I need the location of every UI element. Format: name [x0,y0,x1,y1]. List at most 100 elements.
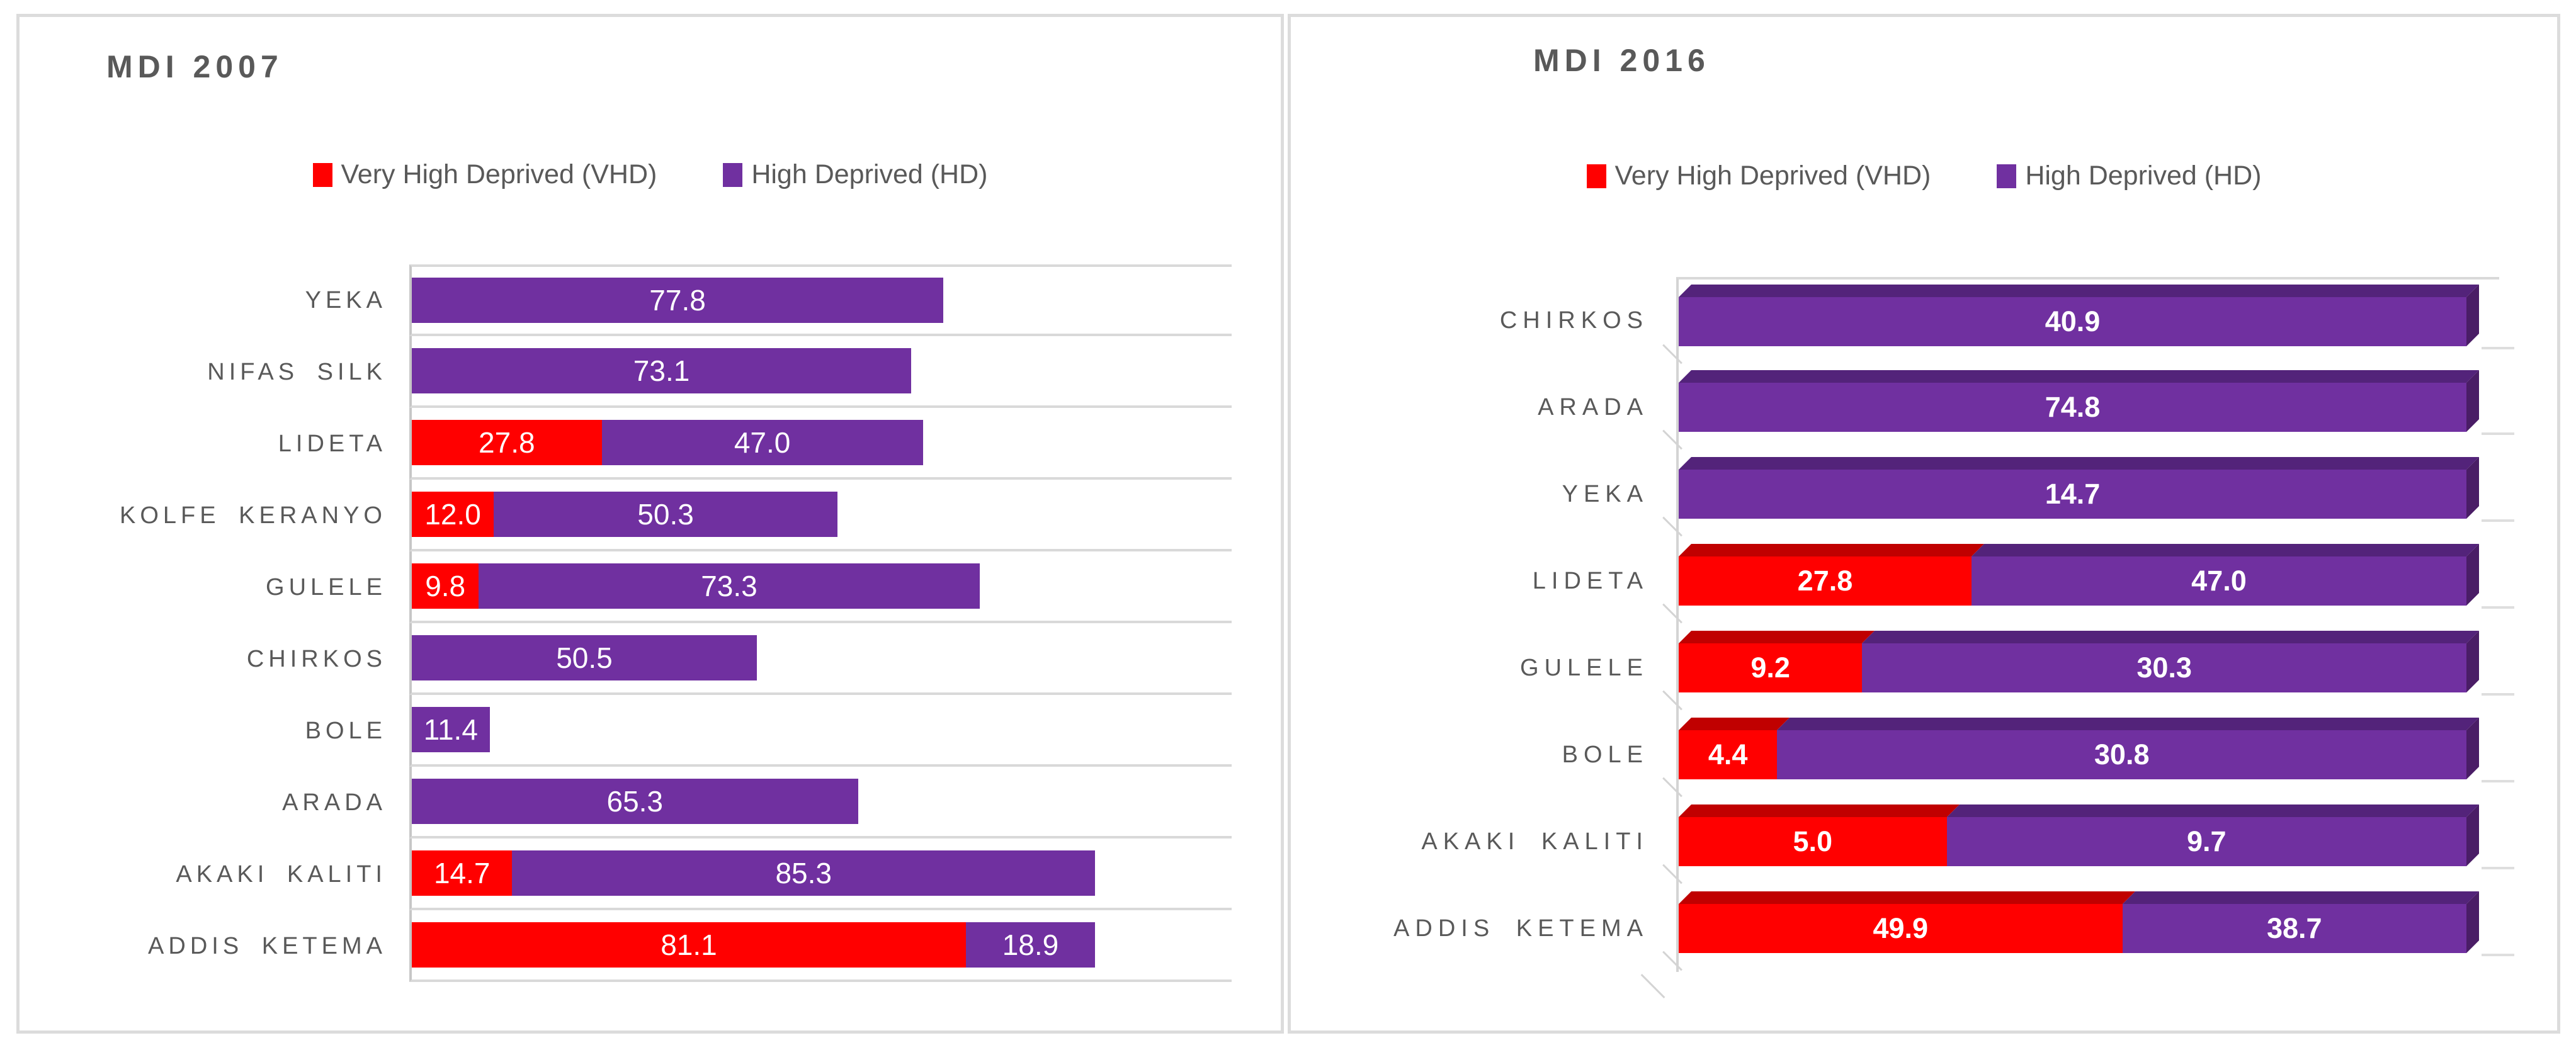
plot-track-bole: 4.4 30.8 [1662,711,2514,798]
plot-track-yeka: 77.8 [409,264,1232,336]
chart-row-lideta: LIDETA 27.8 47.0 [35,408,1232,480]
stacked-bar-nifas-silk: 73.1 [412,348,912,393]
plot-track-lideta: 27.8 47.0 [1662,538,2514,624]
bar-segment-hd-akaki-kaliti: 9.7 [1946,817,2466,866]
chart-row-bole: BOLE 11.4 [35,695,1232,767]
category-label-addis-ketema: ADDIS KETEMA [1393,915,1648,942]
bar-front-face: 73.1 [412,348,912,393]
value-label-hd-addis-ketema: 18.9 [1002,929,1059,961]
bar-top-face-segment [1971,544,2479,556]
bar-segment-vhd-lideta: 27.8 [412,420,602,465]
legend-item-vhd: Very High Deprived (VHD) [1586,161,1931,191]
bar-front-face: 40.9 [1679,297,2466,346]
category-label-yeka: YEKA [305,286,387,313]
bar-top-face [1679,804,2479,817]
legend-swatch-hd-icon [1997,164,2017,188]
value-label-hd-gulele: 73.3 [701,570,757,602]
value-label-hd-lideta: 47.0 [2191,565,2247,597]
stacked-bar-bole: 11.4 [412,707,490,752]
category-label-gulele: GULELE [266,573,387,601]
floor-shadow-line [2482,432,2514,435]
plot-track-arada: 65.3 [409,767,1232,838]
bar-top-face-segment [1679,370,2479,383]
category-label-yeka: YEKA [1562,480,1648,507]
plot-area-2016: CHIRKOS 40.9 ARADA 74.8 YEKA 14.7 LIDETA 27.8 47… [1307,277,2514,998]
value-label-hd-nifas-silk: 73.1 [633,354,690,387]
bar-front-face: 5.0 9.7 [1679,817,2466,866]
stacked-bar-akaki-kaliti: 14.7 85.3 [412,850,1095,896]
stacked-bar-lideta: 27.8 47.0 [412,420,923,465]
chart-row-kolfe-keranyo: KOLFE KERANYO 12.0 50.3 [35,480,1232,551]
category-label-akaki-kaliti: AKAKI KALITI [1421,828,1648,855]
floor-shadow-line [2482,954,2514,956]
value-label-hd-kolfe-keranyo: 50.3 [637,498,694,531]
bar-front-face: 50.5 [412,635,757,680]
bar-segment-hd-arada: 65.3 [412,779,858,824]
bar-front-face: 27.8 47.0 [1679,556,2466,606]
bar-segment-vhd-addis-ketema: 49.9 [1679,904,2123,953]
chart-row-addis-ketema: ADDIS KETEMA 49.9 38.7 [1307,885,2514,972]
stacked-bar-akaki-kaliti: 5.0 9.7 [1662,804,2514,884]
bar-segment-hd-bole: 11.4 [412,707,490,752]
stacked-bar-bole: 4.4 30.8 [1662,718,2514,798]
bar-segment-hd-nifas-silk: 73.1 [412,348,912,393]
value-label-vhd-gulele: 9.2 [1750,652,1790,684]
value-label-vhd-lideta: 27.8 [1797,565,1853,597]
bar-segment-vhd-akaki-kaliti: 5.0 [1679,817,1947,866]
category-label-lideta: LIDETA [278,430,387,457]
value-label-vhd-addis-ketema: 49.9 [1873,912,1929,944]
bar-segment-hd-addis-ketema: 38.7 [2122,904,2466,953]
value-label-hd-chirkos: 50.5 [556,641,613,674]
stacked-bar-arada: 74.8 [1662,370,2514,450]
legend-swatch-vhd-icon [312,162,332,187]
category-label-arada: ARADA [282,789,387,816]
bar-segment-vhd-lideta: 27.8 [1679,556,1972,606]
category-label-gulele: GULELE [1520,654,1648,681]
plot-track-bole: 11.4 [409,695,1232,767]
value-label-hd-yeka: 77.8 [649,284,706,317]
bar-segment-hd-addis-ketema: 18.9 [965,922,1095,968]
bar-segment-vhd-kolfe-keranyo: 12.0 [412,492,494,537]
category-label-nifas-silk: NIFAS SILK [207,358,387,385]
bar-top-face [1679,544,2479,556]
floor-shadow-line [2482,693,2514,696]
legend-item-hd: High Deprived (HD) [723,159,988,190]
plot-track-gulele: 9.2 30.3 [1662,624,2514,711]
plot-track-lideta: 27.8 47.0 [409,408,1232,480]
stacked-bar-chirkos: 40.9 [1662,285,2514,364]
bar-segment-hd-chirkos: 50.5 [412,635,757,680]
bar-segment-hd-akaki-kaliti: 85.3 [512,850,1095,896]
chart-row-yeka: YEKA 14.7 [1307,451,2514,538]
bar-front-face: 12.0 50.3 [412,492,837,537]
bar-front-face: 81.1 18.9 [412,922,1095,968]
bar-front-face: 9.2 30.3 [1679,643,2466,692]
bar-top-face-segment [1679,718,1790,730]
plot-track-chirkos: 50.5 [409,623,1232,695]
bar-segment-hd-gulele: 30.3 [1862,643,2466,692]
bar-front-face: 49.9 38.7 [1679,904,2466,953]
bar-segment-hd-gulele: 73.3 [479,563,980,609]
legend-item-hd: High Deprived (HD) [1997,161,2262,191]
bar-front-face: 77.8 [412,278,944,323]
chart-row-yeka: YEKA 77.8 [35,264,1232,336]
stacked-bar-yeka: 77.8 [412,278,944,323]
bar-top-face [1679,370,2479,383]
value-label-vhd-akaki-kaliti: 5.0 [1793,825,1833,857]
stacked-bar-lideta: 27.8 47.0 [1662,544,2514,624]
value-label-hd-yeka: 14.7 [2045,478,2101,510]
plot-track-kolfe-keranyo: 12.0 50.3 [409,480,1232,551]
plot-area-2007: YEKA 77.8 NIFAS SILK 73.1 LIDETA 27.8 47.0 KOLF… [35,264,1232,982]
chart-row-chirkos: CHIRKOS 50.5 [35,623,1232,695]
category-label-lideta: LIDETA [1532,567,1648,594]
plot-track-gulele: 9.8 73.3 [409,551,1232,623]
bar-segment-vhd-bole: 4.4 [1679,730,1778,779]
category-label-kolfe-keranyo: KOLFE KERANYO [120,502,387,529]
chart-title-2007: MDI 2007 [106,49,283,84]
bar-top-face-segment [1679,285,2479,297]
legend-2016: Very High Deprived (VHD) High Deprived (… [1291,161,2557,191]
stacked-bar-gulele: 9.8 73.3 [412,563,980,609]
plot-track-chirkos: 40.9 [1662,277,2514,364]
value-label-hd-chirkos: 40.9 [2045,305,2101,337]
bar-segment-vhd-gulele: 9.2 [1679,643,1863,692]
value-label-vhd-akaki-kaliti: 14.7 [433,857,491,889]
